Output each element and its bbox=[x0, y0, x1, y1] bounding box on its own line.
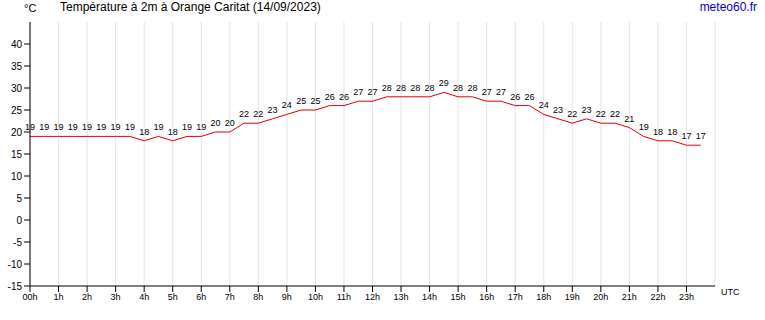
svg-text:23: 23 bbox=[268, 105, 278, 115]
html-text:Température à 2m à Orange Cari: Température à 2m à Orange Caritat (14/09… bbox=[60, 0, 321, 14]
svg-text:23: 23 bbox=[553, 105, 563, 115]
svg-text:5: 5 bbox=[16, 193, 22, 204]
svg-text:-15: -15 bbox=[8, 281, 22, 292]
svg-text:23h: 23h bbox=[679, 292, 694, 302]
svg-text:18: 18 bbox=[168, 127, 178, 137]
svg-text:28: 28 bbox=[382, 83, 392, 93]
svg-text:17: 17 bbox=[696, 131, 706, 141]
html-text:meteo60.fr: meteo60.fr bbox=[699, 0, 757, 14]
svg-text:12h: 12h bbox=[365, 292, 380, 302]
svg-text:19h: 19h bbox=[565, 292, 580, 302]
svg-text:15: 15 bbox=[11, 149, 23, 160]
svg-text:19: 19 bbox=[82, 122, 92, 132]
svg-text:10h: 10h bbox=[308, 292, 323, 302]
svg-text:25: 25 bbox=[310, 96, 320, 106]
svg-text:19: 19 bbox=[68, 122, 78, 132]
svg-text:8h: 8h bbox=[253, 292, 263, 302]
svg-text:18: 18 bbox=[139, 127, 149, 137]
svg-text:22: 22 bbox=[610, 109, 620, 119]
svg-text:16h: 16h bbox=[479, 292, 494, 302]
svg-text:18h: 18h bbox=[536, 292, 551, 302]
svg-text:6h: 6h bbox=[196, 292, 206, 302]
svg-text:18: 18 bbox=[653, 127, 663, 137]
svg-text:28: 28 bbox=[453, 83, 463, 93]
svg-text:30: 30 bbox=[11, 83, 23, 94]
svg-text:21: 21 bbox=[624, 114, 634, 124]
svg-text:5h: 5h bbox=[168, 292, 178, 302]
svg-text:24: 24 bbox=[282, 100, 292, 110]
svg-text:00h: 00h bbox=[22, 292, 37, 302]
svg-text:27: 27 bbox=[367, 87, 377, 97]
svg-text:22: 22 bbox=[567, 109, 577, 119]
svg-text:35: 35 bbox=[11, 61, 23, 72]
svg-text:18: 18 bbox=[667, 127, 677, 137]
svg-text:27: 27 bbox=[482, 87, 492, 97]
svg-text:21h: 21h bbox=[622, 292, 637, 302]
svg-text:26: 26 bbox=[524, 92, 534, 102]
svg-text:19: 19 bbox=[125, 122, 135, 132]
svg-text:25: 25 bbox=[296, 96, 306, 106]
svg-text:19: 19 bbox=[196, 122, 206, 132]
svg-text:26: 26 bbox=[325, 92, 335, 102]
svg-text:19: 19 bbox=[39, 122, 49, 132]
svg-text:15h: 15h bbox=[451, 292, 466, 302]
svg-text:20: 20 bbox=[211, 118, 221, 128]
svg-text:26: 26 bbox=[510, 92, 520, 102]
svg-text:28: 28 bbox=[410, 83, 420, 93]
svg-text:28: 28 bbox=[396, 83, 406, 93]
svg-text:19: 19 bbox=[639, 122, 649, 132]
svg-text:22: 22 bbox=[596, 109, 606, 119]
svg-text:40: 40 bbox=[11, 39, 23, 50]
svg-text:-5: -5 bbox=[13, 237, 22, 248]
svg-text:27: 27 bbox=[353, 87, 363, 97]
svg-text:19: 19 bbox=[182, 122, 192, 132]
svg-text:11h: 11h bbox=[337, 292, 351, 302]
svg-text:22: 22 bbox=[253, 109, 263, 119]
svg-text:19: 19 bbox=[96, 122, 106, 132]
svg-text:25: 25 bbox=[11, 105, 23, 116]
svg-text:-10: -10 bbox=[8, 259, 22, 270]
svg-text:17h: 17h bbox=[508, 292, 523, 302]
svg-text:28: 28 bbox=[467, 83, 477, 93]
svg-text:22h: 22h bbox=[650, 292, 665, 302]
svg-text:19: 19 bbox=[111, 122, 121, 132]
svg-text:22: 22 bbox=[239, 109, 249, 119]
svg-text:19: 19 bbox=[153, 122, 163, 132]
svg-text:10: 10 bbox=[11, 171, 23, 182]
svg-text:4h: 4h bbox=[139, 292, 149, 302]
svg-text:9h: 9h bbox=[282, 292, 292, 302]
svg-text:26: 26 bbox=[339, 92, 349, 102]
svg-text:23: 23 bbox=[582, 105, 592, 115]
svg-text:17: 17 bbox=[681, 131, 691, 141]
html-text:°C: °C bbox=[24, 2, 37, 14]
svg-text:UTC: UTC bbox=[721, 287, 740, 297]
svg-text:19: 19 bbox=[54, 122, 64, 132]
svg-text:19: 19 bbox=[25, 122, 35, 132]
svg-text:27: 27 bbox=[496, 87, 506, 97]
svg-text:7h: 7h bbox=[225, 292, 235, 302]
svg-text:28: 28 bbox=[425, 83, 435, 93]
svg-text:20: 20 bbox=[11, 127, 23, 138]
svg-text:24: 24 bbox=[539, 100, 549, 110]
svg-text:1h: 1h bbox=[54, 292, 64, 302]
svg-text:13h: 13h bbox=[394, 292, 409, 302]
svg-text:3h: 3h bbox=[111, 292, 121, 302]
svg-text:0: 0 bbox=[16, 215, 22, 226]
svg-text:20: 20 bbox=[225, 118, 235, 128]
svg-text:20h: 20h bbox=[593, 292, 608, 302]
svg-text:2h: 2h bbox=[82, 292, 92, 302]
svg-text:29: 29 bbox=[439, 78, 449, 88]
svg-text:14h: 14h bbox=[422, 292, 437, 302]
